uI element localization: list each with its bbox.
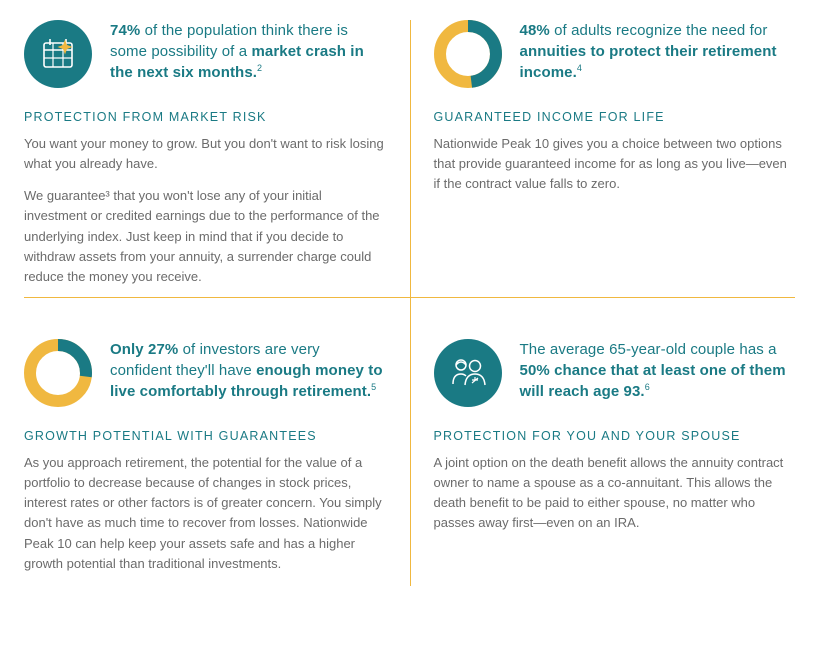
footnote-ref: 2	[257, 63, 262, 73]
footnote-ref: 6	[645, 382, 650, 392]
stat-text: Only 27% of investors are very confident…	[110, 339, 386, 402]
body-paragraph: A joint option on the death benefit allo…	[434, 453, 796, 534]
info-cell: 48% of adults recognize the need for ann…	[434, 20, 796, 299]
donut-chart-icon	[434, 20, 502, 88]
body-paragraph: We guarantee³ that you won't lose any of…	[24, 186, 386, 287]
stat-text: 74% of the population think there is som…	[110, 20, 386, 83]
info-cell: The average 65-year-old couple has a 50%…	[434, 339, 796, 586]
section-heading: PROTECTION FOR YOU AND YOUR SPOUSE	[434, 429, 796, 443]
info-cell: 74% of the population think there is som…	[24, 20, 386, 299]
donut-chart-icon	[24, 339, 92, 407]
calendar-crash-icon	[24, 20, 92, 88]
info-cell: Only 27% of investors are very confident…	[24, 339, 386, 586]
stat-lead: 74%	[110, 22, 140, 39]
section-heading: PROTECTION FROM MARKET RISK	[24, 110, 386, 124]
stat-bold: 50% chance that at least one of them wil…	[520, 362, 786, 400]
couple-icon	[434, 339, 502, 407]
stat-row: The average 65-year-old couple has a 50%…	[434, 339, 796, 407]
footnote-ref: 5	[371, 382, 376, 392]
body-paragraph: Nationwide Peak 10 gives you a choice be…	[434, 134, 796, 194]
infographic-grid: 74% of the population think there is som…	[24, 20, 795, 586]
stat-mid: of adults recognize the need for	[550, 22, 768, 39]
stat-bold: annuities to protect their retirement in…	[520, 43, 777, 81]
body-paragraph: You want your money to grow. But you don…	[24, 134, 386, 174]
stat-lead: Only 27%	[110, 341, 178, 358]
stat-text: The average 65-year-old couple has a 50%…	[520, 339, 796, 402]
footnote-ref: 4	[577, 63, 582, 73]
vertical-divider	[410, 20, 411, 586]
stat-mid: The average 65-year-old couple has a	[520, 341, 777, 358]
stat-row: 74% of the population think there is som…	[24, 20, 386, 88]
section-heading: GROWTH POTENTIAL WITH GUARANTEES	[24, 429, 386, 443]
body-paragraph: As you approach retirement, the potentia…	[24, 453, 386, 574]
stat-text: 48% of adults recognize the need for ann…	[520, 20, 796, 83]
stat-lead: 48%	[520, 22, 550, 39]
section-heading: GUARANTEED INCOME FOR LIFE	[434, 110, 796, 124]
stat-row: Only 27% of investors are very confident…	[24, 339, 386, 407]
stat-row: 48% of adults recognize the need for ann…	[434, 20, 796, 88]
